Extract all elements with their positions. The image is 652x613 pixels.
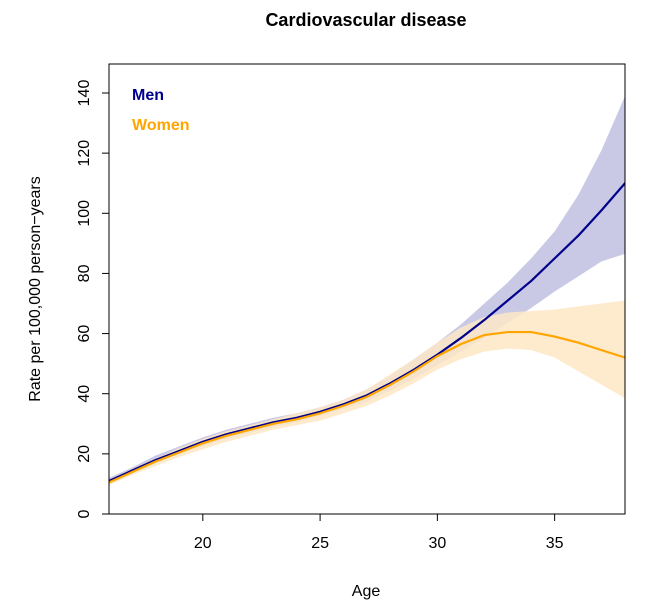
x-axis: 20 25 30 35 [194,514,564,552]
x-tick-label: 35 [546,535,564,552]
series-lines [109,182,625,484]
y-tick-label: 60 [76,325,93,343]
x-tick-label: 25 [311,535,329,552]
legend-entry-women: Women [132,117,189,134]
women-confidence-band [109,300,625,486]
y-tick-label: 120 [76,140,93,167]
y-tick-label: 40 [76,385,93,403]
x-tick-label: 20 [194,535,212,552]
y-tick-label: 100 [76,200,93,227]
y-tick-label: 20 [76,445,93,463]
y-axis-label: Rate per 100,000 person−years [27,176,44,401]
y-tick-label: 140 [76,80,93,107]
x-tick-label: 30 [428,535,446,552]
women-series-line [109,330,625,484]
men-confidence-band [109,96,625,484]
legend-entry-men: Men [132,87,164,104]
y-tick-label: 80 [76,264,93,282]
chart-title: Cardiovascular disease [265,10,466,30]
y-tick-label: 0 [76,509,93,518]
y-axis: 0 20 40 60 80 100 120 140 [76,80,110,518]
legend: Men Women [132,87,189,134]
men-series-line [109,182,625,483]
x-axis-label: Age [352,583,381,600]
confidence-bands [109,96,625,486]
